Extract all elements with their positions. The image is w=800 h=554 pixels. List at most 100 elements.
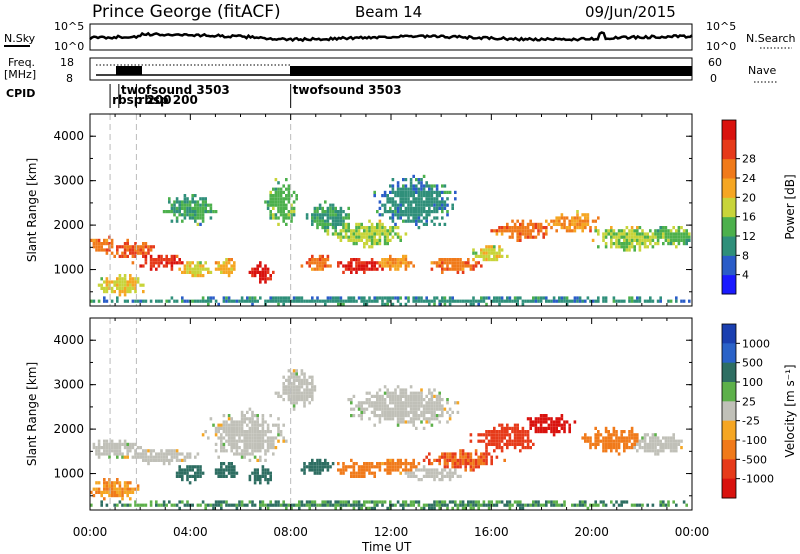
heatmap-cell [435, 197, 439, 201]
heatmap-cell [516, 235, 519, 239]
heatmap-cell [545, 414, 548, 418]
heatmap-cell [324, 302, 327, 306]
heatmap-cell [298, 299, 301, 303]
heatmap-cell [287, 296, 291, 300]
heatmap-cell [311, 394, 314, 398]
heatmap-cell [420, 410, 423, 414]
heatmap-cell [303, 462, 306, 466]
heatmap-cell [136, 245, 140, 249]
heatmap-cell [391, 462, 395, 466]
heatmap-cell [123, 286, 127, 290]
heatmap-cell [201, 299, 205, 303]
heatmap-cell [550, 423, 553, 427]
heatmap-cell [513, 426, 517, 430]
heatmap-cell [490, 430, 493, 434]
heatmap-cell [394, 206, 397, 210]
heatmap-cell [443, 455, 447, 459]
heatmap-cell [339, 210, 343, 214]
heatmap-cell [287, 200, 291, 204]
heatmap-cell [584, 503, 587, 507]
heatmap-cell [136, 455, 140, 459]
heatmap-cell [376, 401, 379, 405]
heatmap-cell [555, 503, 558, 507]
heatmap-cell [448, 302, 452, 306]
heatmap-cell [321, 219, 324, 223]
heatmap-cell [659, 299, 662, 303]
heatmap-cell [175, 299, 179, 303]
heatmap-cell [157, 264, 161, 268]
heatmap-cell [149, 258, 153, 262]
heatmap-cell [261, 471, 265, 475]
heatmap-cell [266, 449, 270, 453]
heatmap-cell [253, 474, 257, 478]
heatmap-cell [628, 248, 631, 252]
heatmap-cell [261, 417, 265, 421]
heatmap-cell [461, 264, 465, 268]
heatmap-cell [534, 222, 538, 226]
heatmap-cell [529, 446, 532, 450]
heatmap-cell [415, 465, 418, 469]
heatmap-cell [630, 226, 634, 230]
heatmap-cell [357, 267, 361, 271]
heatmap-cell [604, 430, 608, 434]
heatmap-cell [420, 200, 423, 204]
heatmap-cell [149, 500, 153, 504]
heatmap-cell [326, 219, 330, 223]
heatmap-cell [321, 267, 324, 271]
heatmap-cell [433, 401, 436, 405]
heatmap-cell [365, 500, 369, 504]
heatmap-cell [396, 296, 400, 300]
heatmap-cell [389, 200, 392, 204]
heatmap-cell [422, 426, 426, 430]
heatmap-cell [402, 417, 405, 421]
heatmap-cell [316, 267, 319, 271]
heatmap-cell [157, 503, 161, 507]
heatmap-cell [178, 206, 181, 210]
heatmap-cell [396, 210, 400, 214]
heatmap-cell [308, 391, 311, 395]
heatmap-cell [594, 226, 597, 230]
heatmap-cell [441, 261, 444, 265]
heatmap-cell [526, 299, 530, 303]
heatmap-cell [108, 286, 111, 290]
heatmap-cell [201, 267, 205, 271]
heatmap-cell [454, 503, 457, 507]
heatmap-cell [233, 474, 236, 478]
noise-panel: N.Sky 10^5 10^0 10^5 10^0 N.Search [4, 20, 796, 53]
heatmap-cell [438, 455, 441, 459]
heatmap-cell [292, 404, 296, 408]
heatmap-cell [303, 471, 306, 475]
heatmap-cell [222, 474, 226, 478]
heatmap-cell [399, 420, 402, 424]
heatmap-cell [113, 484, 116, 488]
heatmap-cell [277, 210, 280, 214]
heatmap-cell [287, 190, 291, 194]
heatmap-cell [534, 503, 538, 507]
heatmap-cell [264, 267, 267, 271]
heatmap-cell [196, 267, 200, 271]
heatmap-cell [659, 500, 662, 504]
heatmap-cell [269, 478, 272, 482]
heatmap-cell [545, 417, 548, 421]
heatmap-cell [274, 190, 278, 194]
heatmap-cell [633, 446, 636, 450]
heatmap-cell [238, 420, 241, 424]
heatmap-cell [134, 245, 137, 249]
heatmap-cell [409, 462, 413, 466]
heatmap-cell [394, 264, 397, 268]
heatmap-cell [386, 394, 389, 398]
heatmap-cell [170, 254, 174, 258]
heatmap-cell [227, 299, 231, 303]
heatmap-cell [433, 206, 436, 210]
heatmap-cell [461, 267, 465, 271]
heatmap-cell [617, 442, 621, 446]
heatmap-cell [355, 235, 358, 239]
heatmap-cell [654, 229, 657, 233]
heatmap-cell [524, 430, 527, 434]
heatmap-cell [331, 299, 335, 303]
heatmap-cell [253, 436, 257, 440]
heatmap-cell [248, 420, 252, 424]
heatmap-cell [264, 270, 267, 274]
heatmap-cell [399, 404, 402, 408]
heatmap-cell [516, 219, 519, 223]
